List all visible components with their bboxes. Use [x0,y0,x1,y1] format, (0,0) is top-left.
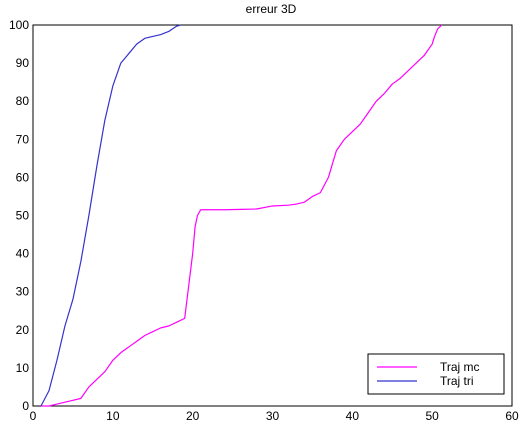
y-tick-label: 20 [16,323,30,337]
x-tick-label: 50 [425,409,439,423]
x-tick-label: 40 [346,409,360,423]
y-tick-label: 100 [9,18,29,32]
series-lines [40,24,443,407]
x-tick-label: 60 [505,409,519,423]
y-tick-label: 70 [16,132,30,146]
y-tick-label: 80 [16,94,30,108]
y-tick-label: 50 [16,209,30,223]
x-tick-label: 20 [186,409,200,423]
chart-title: erreur 3D [246,2,297,16]
y-tick-label: 90 [16,56,30,70]
legend-box [367,353,505,395]
series-line-traj-mc [40,24,443,407]
plot-area [32,24,513,407]
x-tick-label: 30 [266,409,280,423]
x-tick-label: 0 [30,409,37,423]
y-tick-label: 40 [16,247,30,261]
y-axis-ticks: 0 10 20 30 40 50 60 70 80 90 100 [9,18,512,413]
y-tick-label: 0 [22,399,29,413]
y-tick-label: 10 [16,361,30,375]
y-tick-label: 30 [16,285,30,299]
legend-label-traj-tri: Traj tri [440,374,474,388]
legend-label-traj-mc: Traj mc [440,360,480,374]
series-line-traj-tri [40,24,181,407]
y-tick-label: 60 [16,170,30,184]
x-tick-label: 10 [106,409,120,423]
